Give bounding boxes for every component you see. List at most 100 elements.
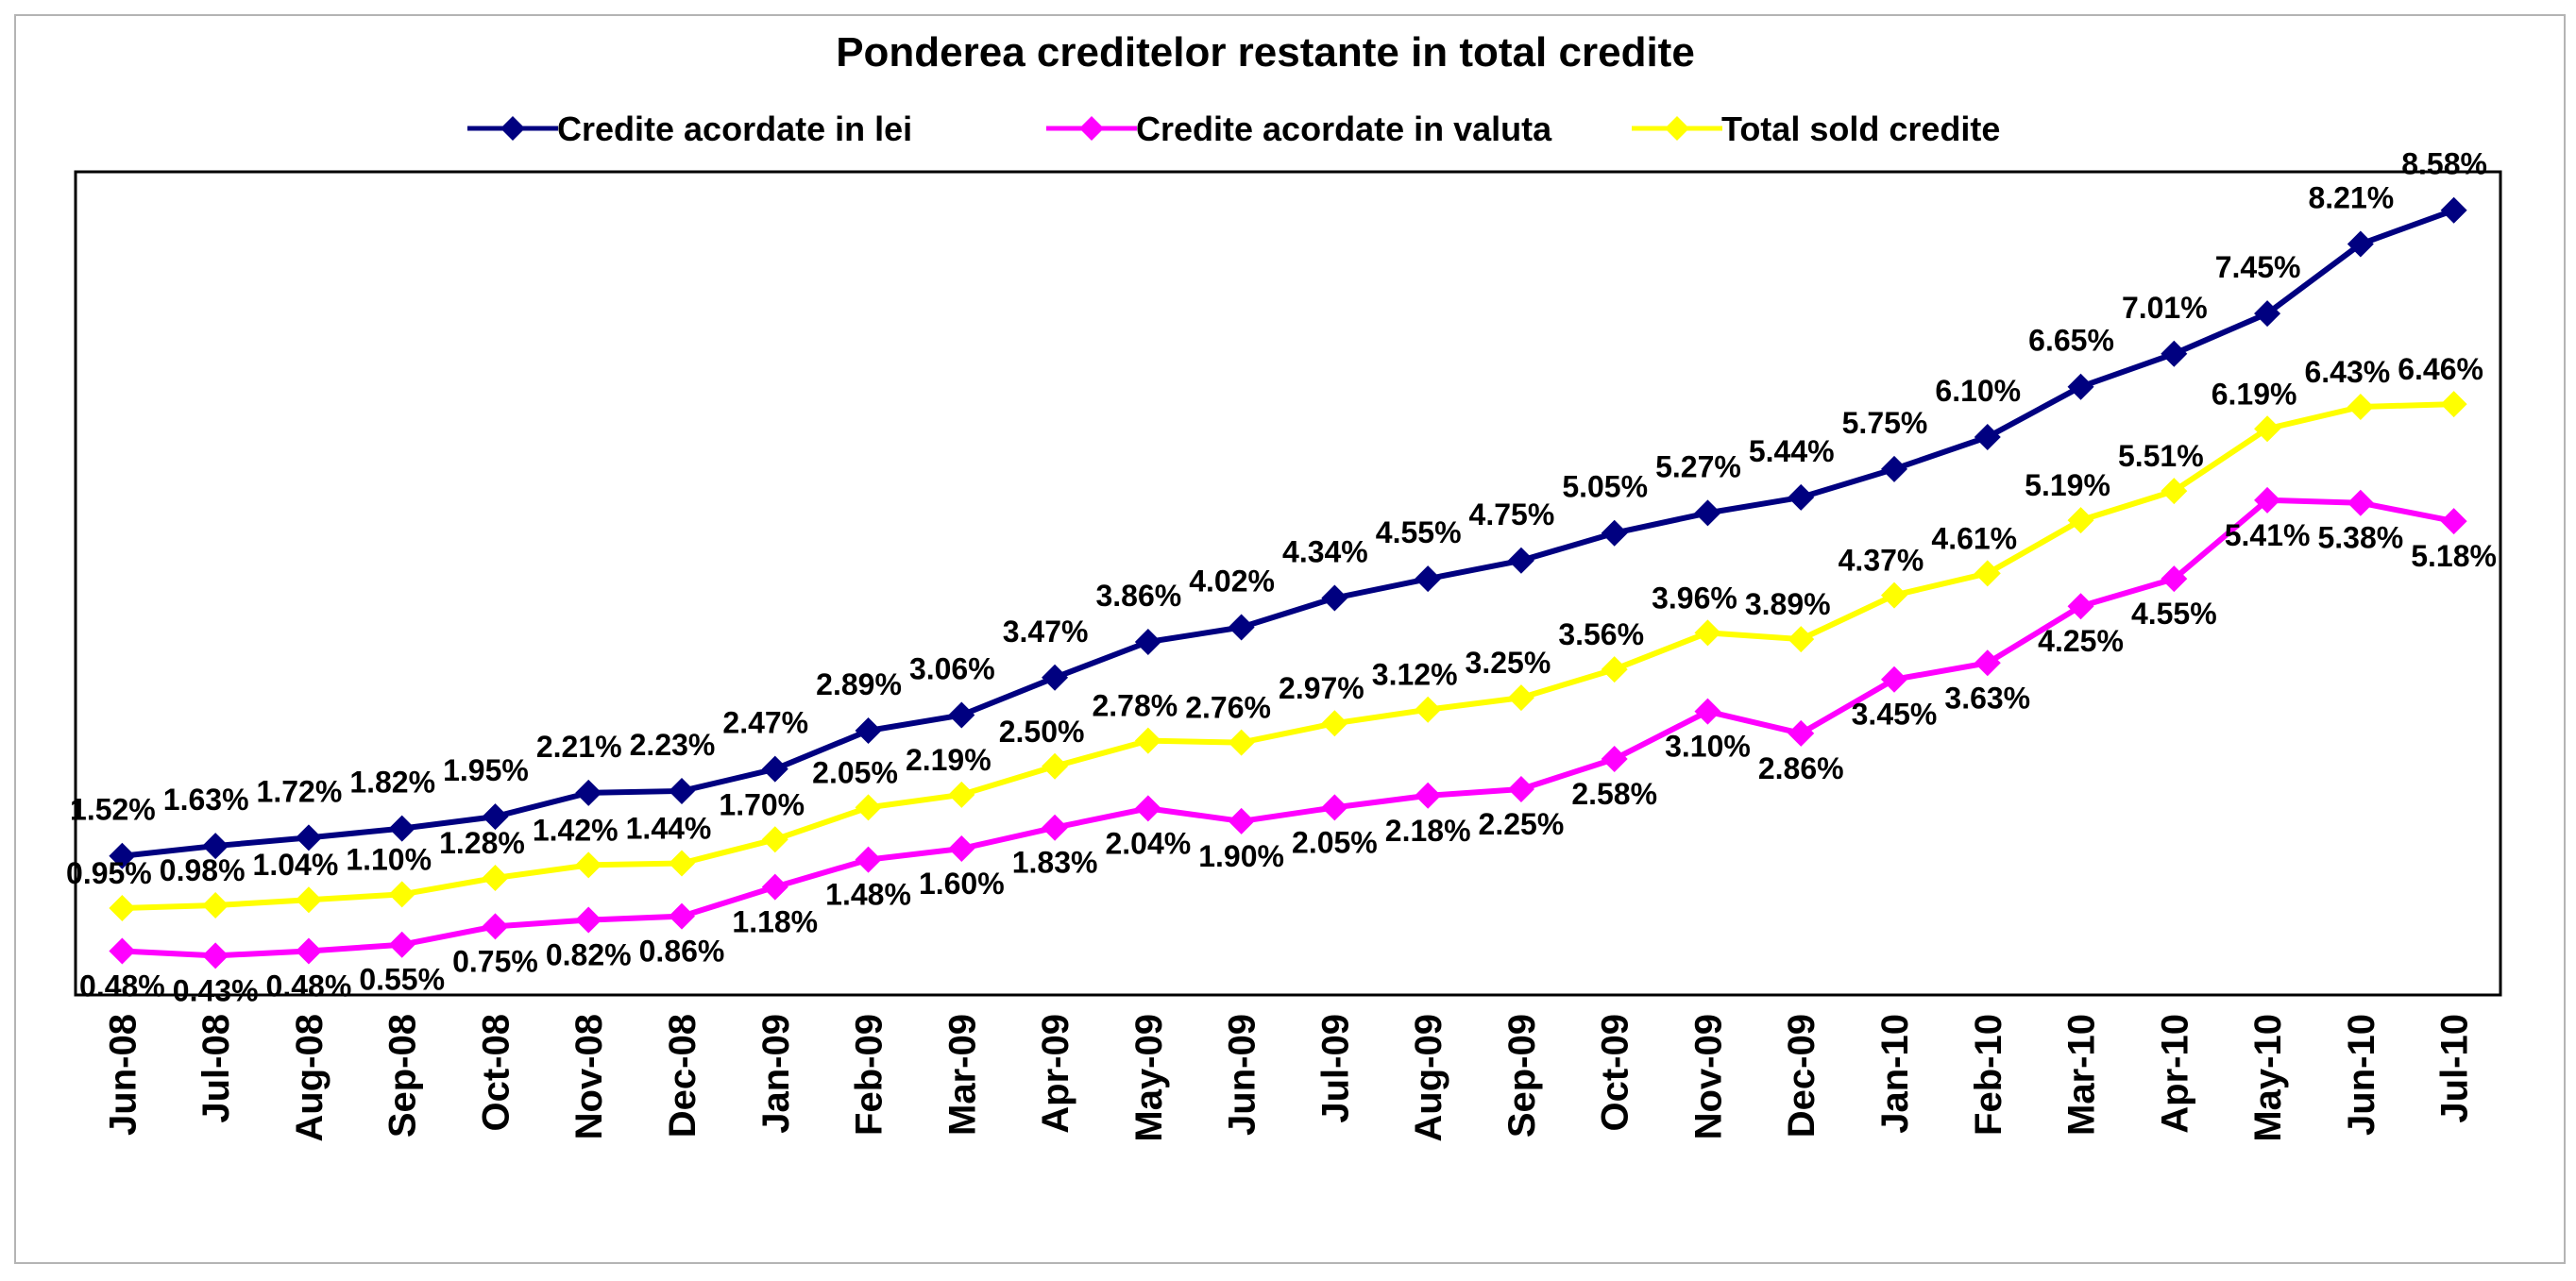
- data-point-marker: [669, 850, 695, 877]
- data-point-marker: [388, 815, 415, 842]
- legend-marker-2: [1079, 116, 1104, 141]
- series-line-2: [122, 497, 2455, 959]
- data-point-marker: [1042, 752, 1069, 780]
- x-tick-label: Dec-08: [662, 1014, 703, 1138]
- data-point-marker: [109, 894, 136, 921]
- data-label: 2.05%: [812, 755, 898, 789]
- x-tick-label: Aug-09: [1408, 1014, 1449, 1142]
- data-label: 2.25%: [1479, 807, 1565, 841]
- data-point-marker: [1601, 519, 1628, 547]
- legend-item: Total sold credite: [1632, 110, 2000, 148]
- data-label: 1.04%: [253, 848, 339, 882]
- data-point-marker: [1321, 584, 1348, 612]
- data-label: 2.86%: [1758, 751, 1844, 785]
- data-point-marker: [1415, 782, 1442, 809]
- data-label: 3.10%: [1665, 730, 1751, 764]
- data-label: 1.60%: [919, 867, 1005, 901]
- data-label: 6.65%: [2028, 324, 2114, 358]
- data-label: 4.37%: [1839, 544, 1924, 578]
- data-point-marker: [1134, 629, 1161, 656]
- data-label: 0.43%: [173, 973, 259, 1007]
- data-label: 4.75%: [1469, 497, 1555, 531]
- data-point-marker: [1134, 727, 1161, 754]
- data-label: 5.27%: [1655, 449, 1741, 483]
- legend-label-1: Credite acordate in lei: [557, 110, 912, 148]
- x-tick-label: Mar-09: [941, 1014, 983, 1136]
- data-label: 4.61%: [1931, 521, 2017, 555]
- data-point-marker: [575, 851, 602, 879]
- x-tick-label: Aug-08: [289, 1014, 330, 1142]
- data-label: 2.58%: [1571, 777, 1657, 811]
- data-label: 5.44%: [1749, 434, 1835, 468]
- data-label: 1.95%: [443, 753, 529, 787]
- data-point-marker: [1881, 582, 1907, 609]
- x-tick-label: Feb-09: [849, 1014, 890, 1136]
- data-point-marker: [109, 842, 136, 869]
- data-point-marker: [1228, 807, 1255, 834]
- data-label: 1.10%: [346, 842, 432, 876]
- data-point-marker: [1228, 729, 1255, 756]
- data-point-marker: [2440, 508, 2467, 535]
- data-point-marker: [2440, 391, 2467, 418]
- data-point-marker: [1507, 776, 1534, 802]
- data-point-marker: [1134, 795, 1161, 822]
- data-point-marker: [1601, 746, 1628, 773]
- data-label: 1.70%: [719, 787, 805, 821]
- data-point-marker: [2347, 394, 2374, 421]
- data-label: 1.48%: [825, 878, 911, 912]
- x-tick-label: May-10: [2247, 1014, 2289, 1142]
- data-label: 5.75%: [1842, 406, 1928, 440]
- x-tick-label: Jun-10: [2341, 1014, 2382, 1136]
- data-label: 7.45%: [2215, 250, 2301, 284]
- data-label: 2.50%: [999, 715, 1085, 749]
- legend-label-2: Credite acordate in valuta: [1136, 110, 1552, 148]
- data-label: 2.05%: [1292, 825, 1378, 859]
- x-tick-label: Jul-10: [2434, 1014, 2476, 1123]
- data-label: 0.48%: [79, 969, 165, 1003]
- data-label: 1.83%: [1012, 846, 1098, 880]
- data-point-marker: [669, 777, 695, 804]
- data-point-marker: [1974, 423, 2001, 450]
- data-point-marker: [295, 824, 322, 851]
- data-point-marker: [948, 701, 975, 729]
- data-point-marker: [482, 803, 509, 831]
- data-point-marker: [295, 937, 322, 965]
- data-label: 0.98%: [160, 853, 246, 887]
- data-label: 2.18%: [1385, 814, 1471, 848]
- series-line-3: [122, 401, 2454, 911]
- data-point-marker: [1788, 626, 1815, 653]
- data-label: 2.89%: [816, 667, 902, 701]
- data-label: 8.58%: [2401, 147, 2487, 181]
- data-label: 4.34%: [1282, 535, 1368, 569]
- data-point-marker: [669, 902, 695, 930]
- data-point-marker: [1507, 684, 1534, 712]
- data-label: 2.97%: [1279, 671, 1364, 705]
- data-label: 1.18%: [732, 905, 818, 939]
- data-label: 6.43%: [2304, 355, 2390, 389]
- legend-marker-3: [1665, 116, 1689, 141]
- x-tick-label: Jan-09: [755, 1014, 797, 1134]
- data-point-marker: [761, 873, 788, 901]
- data-point-marker: [948, 834, 975, 862]
- data-label: 1.90%: [1198, 839, 1284, 873]
- data-labels: 1.52% 1.63% 1.72% 1.82% 1.95%2.21% 2.23%2.47%…: [66, 147, 2497, 1008]
- x-tick-label: Jun-08: [102, 1014, 144, 1136]
- data-point-marker: [855, 716, 882, 744]
- data-point-marker: [2347, 230, 2374, 258]
- x-tick-label: Mar-10: [2061, 1014, 2103, 1136]
- series-line-1: [122, 207, 2455, 859]
- x-tick-label: Oct-09: [1595, 1014, 1636, 1132]
- x-tick-label: Nov-08: [568, 1014, 610, 1139]
- data-label: 4.02%: [1189, 565, 1275, 598]
- x-tick-label: Nov-09: [1687, 1014, 1729, 1139]
- data-label: 2.23%: [630, 728, 716, 762]
- x-tick-label: Jan-10: [1874, 1014, 1916, 1134]
- data-point-marker: [1415, 696, 1442, 723]
- data-label: 4.25%: [2038, 624, 2124, 658]
- data-point-marker: [1881, 666, 1907, 693]
- data-point-marker: [202, 833, 229, 860]
- data-point-marker: [202, 942, 229, 969]
- data-point-marker: [202, 892, 229, 919]
- data-label: 3.56%: [1558, 617, 1644, 651]
